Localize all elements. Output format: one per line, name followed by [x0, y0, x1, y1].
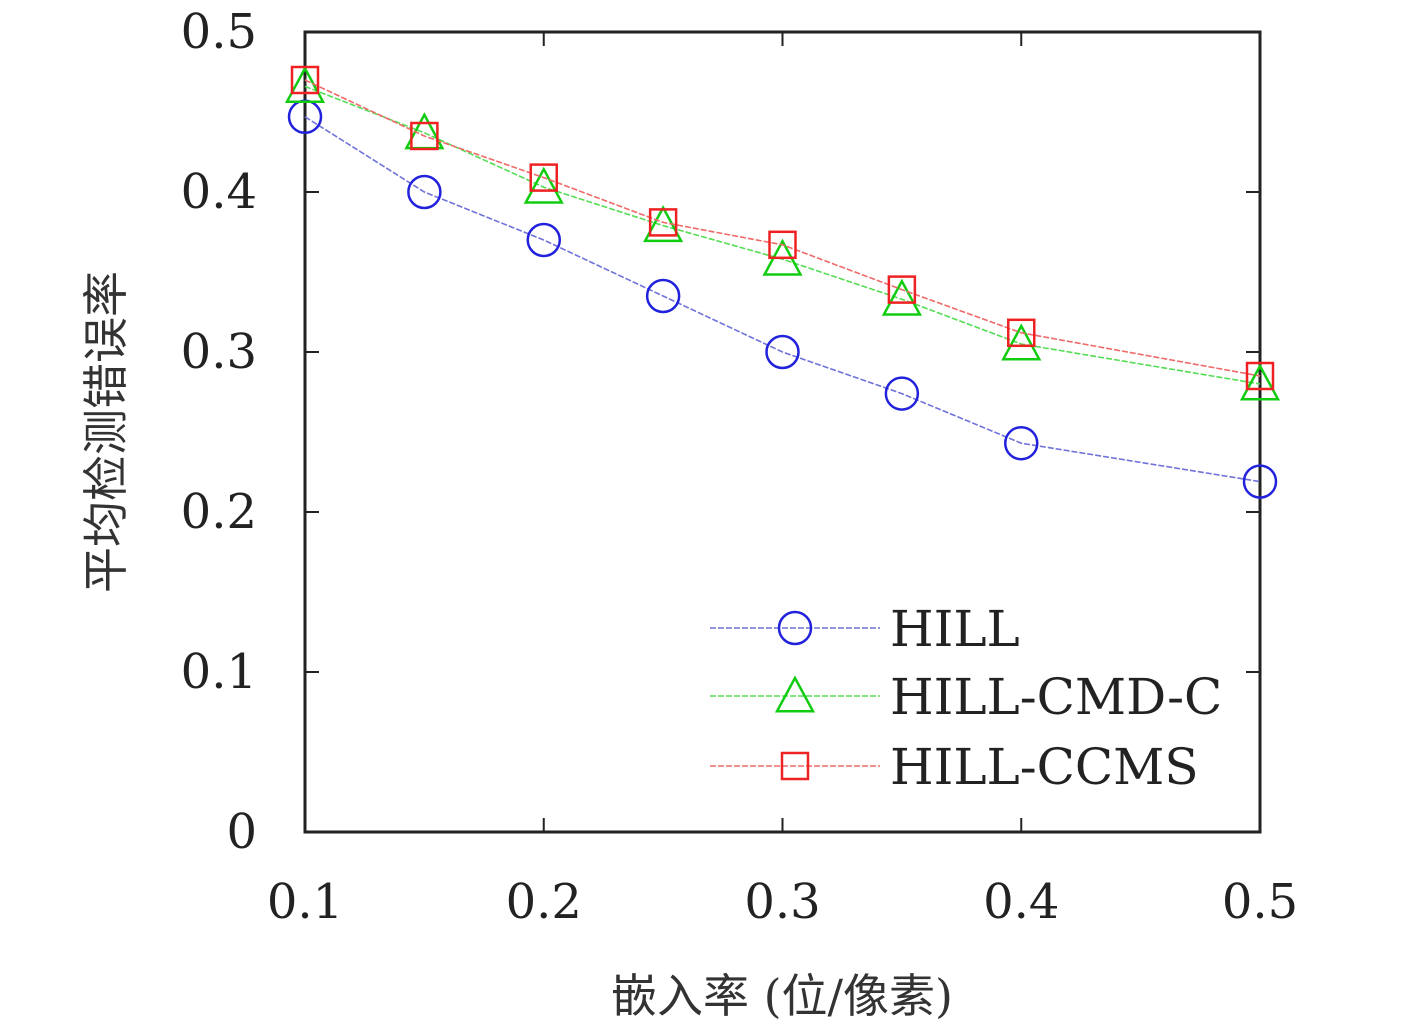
data-point: [1001, 323, 1042, 361]
y-axis-title: 平均检测错误率: [79, 271, 133, 593]
series-line: [304, 79, 1261, 377]
y-tick-label: 0.4: [181, 164, 257, 220]
y-tick-label: 0.1: [181, 644, 257, 700]
legend-label: HILL-CMD-C: [890, 668, 1222, 726]
x-axis-title: 嵌入率 (位/像素): [611, 969, 953, 1023]
data-point: [290, 65, 320, 95]
legend-marker: [780, 751, 810, 781]
series-hill: [287, 99, 1278, 499]
data-point: [1007, 318, 1036, 348]
data-point: [529, 163, 558, 192]
data-point: [526, 222, 561, 258]
data-point: [1245, 361, 1275, 391]
y-tick-label: 0: [226, 804, 257, 860]
x-tick-label: 0.3: [744, 874, 820, 930]
series-line: [304, 116, 1261, 483]
x-tick-label: 0.2: [506, 874, 582, 930]
data-point: [648, 208, 678, 237]
data-point: [1239, 363, 1281, 401]
series-line: [304, 85, 1261, 385]
data-point: [881, 278, 922, 316]
x-tick-label: 0.1: [267, 874, 343, 930]
legend: HILL HILL-CMD-C HILL-CCMS: [710, 600, 1222, 796]
data-point: [887, 275, 917, 304]
data-point: [884, 376, 920, 411]
x-tick-label: 0.4: [983, 874, 1059, 930]
legend-marker: [777, 610, 813, 646]
data-point: [1004, 425, 1039, 461]
series-layer: [284, 65, 1281, 499]
y-tick-label: 0.3: [181, 324, 257, 380]
data-point: [765, 334, 800, 370]
data-point: [1242, 464, 1278, 499]
y-axis: 0 0.1 0.2 0.3 0.4 0.5: [181, 4, 1260, 860]
legend-label: HILL-CCMS: [890, 738, 1199, 796]
y-tick-label: 0.5: [181, 4, 257, 60]
series-hill-ccms: [290, 65, 1275, 391]
data-point: [645, 278, 681, 314]
y-tick-label: 0.2: [181, 484, 257, 540]
x-tick-label: 0.5: [1222, 874, 1298, 930]
legend-label: HILL: [890, 600, 1020, 658]
data-point: [768, 230, 797, 260]
data-point: [410, 121, 439, 151]
x-axis: 0.1 0.2 0.3 0.4 0.5: [267, 32, 1298, 930]
legend-marker: [774, 675, 816, 713]
data-point: [523, 166, 564, 204]
data-point: [407, 174, 442, 210]
